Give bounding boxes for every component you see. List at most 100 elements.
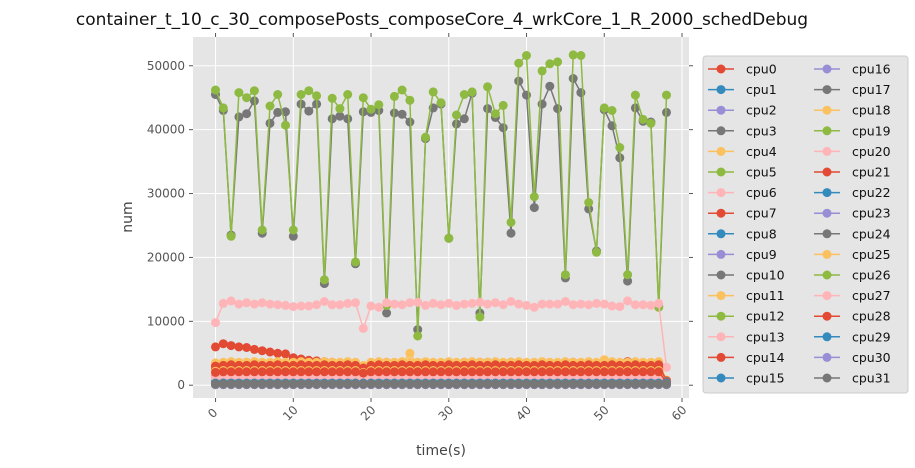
data-point-cpu5 (319, 275, 329, 285)
legend-marker (716, 146, 726, 156)
data-point-cpu6 (553, 299, 563, 309)
data-point-cpu6 (506, 297, 516, 306)
legend-label: cpu4 (746, 144, 777, 159)
data-point-cpu3 (553, 104, 563, 114)
data-point-cpu28 (444, 367, 454, 377)
data-point-cpu0 (226, 341, 236, 351)
data-point-cpu28 (405, 367, 415, 377)
data-point-cpu0 (211, 342, 220, 352)
series-cpu31 (211, 379, 671, 389)
data-point-cpu28 (498, 367, 508, 377)
legend-item-cpu27: cpu27 (814, 288, 891, 303)
data-point-cpu31 (382, 379, 392, 389)
legend-marker (822, 85, 832, 95)
data-point-cpu6 (405, 298, 415, 308)
data-point-cpu6 (514, 299, 524, 309)
data-point-cpu5 (296, 90, 306, 99)
data-point-cpu6 (288, 302, 298, 312)
data-point-cpu3 (584, 204, 594, 214)
data-point-cpu6 (397, 300, 407, 310)
data-point-cpu28 (452, 367, 461, 377)
data-point-cpu6 (467, 298, 477, 308)
legend-label: cpu21 (852, 165, 891, 180)
legend-label: cpu0 (746, 62, 777, 77)
data-point-cpu31 (421, 379, 430, 389)
data-point-cpu28 (358, 368, 368, 378)
data-point-cpu31 (560, 379, 570, 389)
data-point-cpu6 (436, 300, 446, 310)
data-point-cpu3 (234, 112, 244, 122)
legend-item-cpu0: cpu0 (708, 62, 777, 77)
legend-item-cpu2: cpu2 (708, 103, 777, 118)
data-point-cpu31 (483, 379, 493, 389)
data-point-cpu5 (553, 57, 563, 67)
series-cpu6 (211, 296, 671, 372)
y-axis-label: num (120, 201, 136, 232)
data-point-cpu28 (351, 367, 360, 377)
data-point-cpu3 (335, 111, 345, 121)
data-point-cpu6 (576, 299, 586, 309)
data-point-cpu3 (288, 231, 298, 241)
data-point-cpu6 (265, 299, 275, 309)
plot-area (193, 37, 689, 398)
data-point-cpu6 (304, 301, 314, 311)
data-point-cpu5 (218, 103, 228, 113)
data-point-cpu3 (242, 109, 252, 119)
legend-marker (822, 105, 832, 115)
data-point-cpu31 (257, 379, 267, 389)
data-point-cpu28 (366, 367, 376, 377)
legend-item-cpu31: cpu31 (814, 371, 891, 386)
data-point-cpu28 (249, 367, 259, 377)
data-point-cpu5 (405, 95, 415, 105)
legend-marker (822, 229, 832, 239)
data-point-cpu31 (335, 379, 345, 389)
data-point-cpu5 (397, 85, 407, 95)
legend-marker (822, 167, 832, 177)
data-point-cpu31 (537, 379, 547, 389)
data-point-cpu28 (615, 367, 625, 377)
data-point-cpu28 (576, 367, 586, 377)
data-point-cpu31 (374, 379, 384, 389)
data-point-cpu28 (599, 367, 609, 377)
data-point-cpu3 (623, 276, 633, 286)
data-point-cpu5 (343, 90, 353, 99)
legend-label: cpu14 (746, 350, 785, 365)
data-point-cpu5 (335, 104, 345, 114)
legend-marker (822, 64, 832, 74)
legend-label: cpu1 (746, 82, 777, 97)
data-point-cpu5 (428, 87, 438, 97)
data-point-cpu0 (242, 343, 252, 352)
data-point-cpu3 (382, 308, 392, 318)
data-point-cpu28 (529, 367, 539, 377)
data-point-cpu28 (382, 367, 392, 377)
data-point-cpu31 (281, 379, 290, 389)
legend-item-cpu21: cpu21 (814, 165, 891, 180)
data-point-cpu5 (444, 233, 454, 243)
data-point-cpu5 (374, 100, 384, 110)
data-point-cpu31 (242, 379, 252, 389)
data-point-cpu5 (560, 270, 570, 280)
data-point-cpu3 (265, 118, 275, 128)
data-point-cpu31 (218, 379, 228, 389)
data-point-cpu28 (273, 367, 283, 377)
data-point-cpu6 (560, 297, 570, 306)
data-point-cpu28 (522, 367, 531, 377)
y-tick-label: 50000 (147, 59, 185, 73)
data-point-cpu31 (662, 379, 671, 389)
data-point-cpu6 (537, 299, 547, 309)
data-point-cpu28 (584, 367, 594, 377)
data-point-cpu31 (568, 379, 578, 389)
data-point-cpu28 (265, 367, 275, 377)
data-point-cpu6 (234, 299, 244, 309)
data-point-cpu3 (459, 114, 469, 124)
data-point-cpu28 (389, 367, 399, 377)
data-point-cpu6 (483, 299, 493, 309)
data-point-cpu5 (490, 109, 500, 119)
data-point-cpu5 (327, 93, 337, 103)
series-cpu28 (211, 367, 671, 387)
data-point-cpu31 (490, 379, 500, 389)
legend-marker (716, 352, 726, 362)
data-point-cpu5 (599, 103, 609, 113)
data-point-cpu5 (475, 312, 485, 322)
legend-marker (716, 64, 726, 74)
